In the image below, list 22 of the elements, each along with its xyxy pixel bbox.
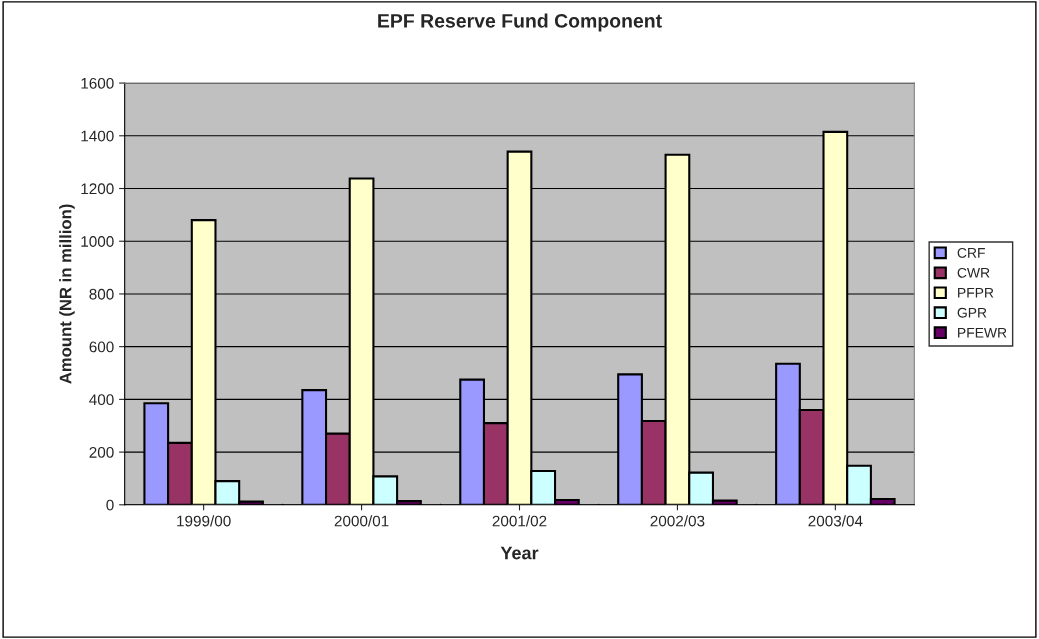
- x-axis-title: Year: [500, 546, 539, 560]
- y-tick-label: 1200: [81, 183, 114, 195]
- y-axis-title: Amount (NR in million): [59, 204, 75, 384]
- x-tick-label: 2001/02: [492, 515, 547, 527]
- x-tick-label: 2003/04: [808, 515, 863, 527]
- x-tick-label: 2000/01: [334, 515, 389, 527]
- chart-title: EPF Reserve Fund Component: [378, 13, 662, 32]
- legend-label: PFEWR: [958, 327, 1007, 338]
- y-tick-label: 1400: [81, 130, 114, 142]
- legend-label: CWR: [957, 267, 990, 278]
- y-tick-label: 800: [89, 288, 114, 300]
- x-tick-label: 1999/00: [177, 515, 231, 527]
- legend-label: CRF: [957, 247, 985, 258]
- y-tick-label: 0: [106, 499, 114, 511]
- legend-label: GPR: [957, 307, 987, 318]
- legend-label: PFPR: [958, 288, 994, 298]
- y-tick-label: 400: [89, 394, 114, 406]
- y-tick-label: 1600: [81, 77, 114, 89]
- y-tick-label: 600: [89, 341, 114, 353]
- y-tick-label: 1000: [81, 236, 114, 247]
- x-tick-label: 2002/03: [650, 515, 705, 527]
- y-tick-label: 200: [89, 446, 114, 458]
